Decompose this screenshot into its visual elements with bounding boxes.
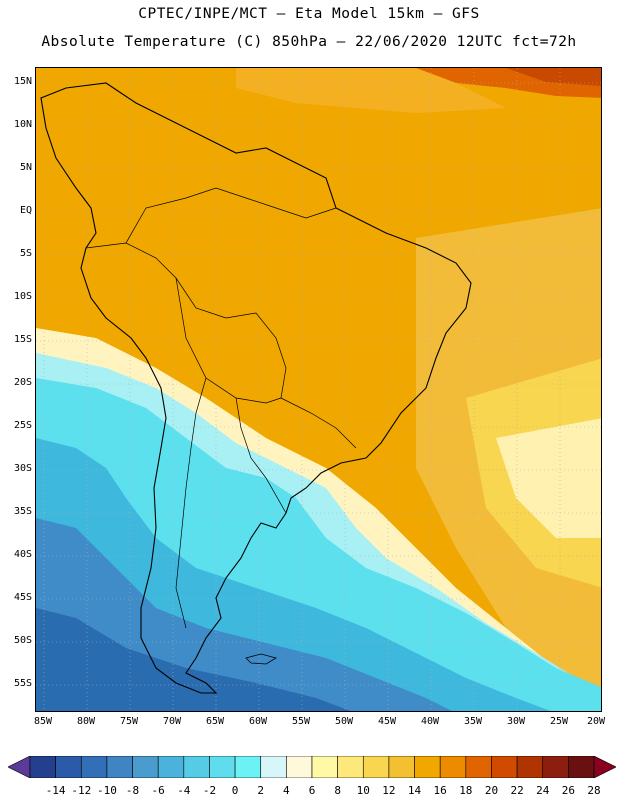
colorbar-swatch [286, 756, 313, 778]
lon-label-40w: 40W [420, 716, 440, 727]
lon-label-75w: 75W [119, 716, 139, 727]
colorbar-min-arrow [8, 756, 31, 778]
colorbar-tick-label: -14 [45, 784, 66, 797]
colorbar-tick-label: 14 [407, 784, 422, 797]
lon-label-50w: 50W [334, 716, 354, 727]
colorbar-swatch [55, 756, 82, 778]
colorbar-tick-label: 10 [356, 784, 370, 797]
colorbar-swatch [183, 756, 210, 778]
colorbar-swatch [516, 756, 544, 778]
lon-label-20w: 20W [586, 716, 606, 727]
lon-label-30w: 30W [506, 716, 526, 727]
colorbar-swatch [132, 756, 159, 778]
lat-label-35s: 35S [13, 506, 32, 517]
colorbar-tick-label: -8 [125, 784, 140, 797]
colorbar-swatch [260, 756, 287, 778]
colorbar-tick-label: 2 [257, 784, 265, 797]
lon-label-45w: 45W [377, 716, 397, 727]
colorbar-swatch [234, 756, 262, 778]
chart-title-line2: Absolute Temperature (C) 850hPa – 22/06/… [41, 34, 577, 50]
colorbar-swatch [157, 756, 185, 778]
colorbar-swatch [80, 756, 108, 778]
colorbar-tick-label: 12 [382, 784, 396, 797]
lat-label-15n: 15N [13, 76, 32, 87]
colorbar-tick-label: 8 [334, 784, 341, 797]
colorbar-tick-label: -6 [151, 784, 165, 797]
lat-label-10n: 10N [13, 119, 32, 130]
south-america-coastline [40, 82, 472, 694]
colorbar-tick-label: -4 [177, 784, 191, 797]
chart-title-line1: CPTEC/INPE/MCT – Eta Model 15km – GFS [138, 6, 480, 22]
colorbar-swatch [568, 756, 595, 778]
lat-label-5n: 5N [19, 162, 32, 173]
lat-label-40s: 40S [13, 549, 32, 560]
colorbar-tick-label: -2 [202, 784, 217, 797]
country-borders [85, 187, 357, 629]
colorbar-tick-label: 28 [587, 784, 601, 797]
field-north-band [236, 68, 506, 113]
map-svg [36, 68, 601, 711]
colorbar-swatch [491, 756, 518, 778]
lat-label-20s: 20S [13, 377, 32, 388]
field-hottest-ne [506, 68, 601, 86]
colorbar-tick-label: 6 [308, 784, 316, 797]
colorbar-tick-label: -10 [96, 784, 117, 797]
colorbar-swatch [106, 756, 133, 778]
colorbar-swatch [439, 756, 467, 778]
colorbar-tick-label: 16 [433, 784, 447, 797]
colorbar-swatch [465, 756, 492, 778]
colorbar-tick-label: 22 [510, 784, 524, 797]
colorbar-tick-label: 26 [561, 784, 575, 797]
lat-label-15s: 15S [13, 334, 32, 345]
colorbar-tick-label: -12 [71, 784, 92, 797]
lat-label-10s: 10S [13, 291, 32, 302]
colorbar-swatch [542, 756, 569, 778]
lon-label-60w: 60W [248, 716, 268, 727]
lat-label-25s: 25S [13, 420, 32, 431]
lat-label-5s: 5S [19, 248, 32, 259]
colorbar-swatch [337, 756, 364, 778]
temperature-map [35, 67, 602, 712]
colorbar-swatch [414, 756, 441, 778]
colorbar-swatch [311, 756, 338, 778]
colorbar-swatch [209, 756, 236, 778]
colorbar-swatch [29, 756, 56, 778]
lat-label-30s: 30S [13, 463, 32, 474]
lat-label-50s: 50S [13, 635, 32, 646]
field-pale-east [496, 418, 601, 538]
lon-label-35w: 35W [463, 716, 483, 727]
lon-label-80w: 80W [76, 716, 96, 727]
lon-label-65w: 65W [205, 716, 225, 727]
colorbar-swatch [388, 756, 415, 778]
field-deep-blue [36, 608, 351, 711]
colorbar-tick-label: 20 [484, 784, 499, 797]
colorbar [8, 756, 616, 778]
colorbar-tick-label: 0 [231, 784, 239, 797]
grid-lines [36, 68, 601, 711]
colorbar-tick-label: 24 [536, 784, 550, 797]
lon-label-25w: 25W [549, 716, 569, 727]
lon-label-70w: 70W [162, 716, 182, 727]
lat-label-eq: EQ [19, 205, 32, 216]
colorbar-max-arrow [593, 756, 616, 778]
lat-label-45s: 45S [13, 592, 32, 603]
lon-label-55w: 55W [291, 716, 311, 727]
falkland-islands [245, 653, 278, 665]
colorbar-swatch [362, 756, 390, 778]
colorbar-tick-label: 4 [283, 784, 290, 797]
colorbar-tick-label: 18 [459, 784, 473, 797]
lat-label-55s: 55S [13, 678, 32, 689]
lon-label-85w: 85W [33, 716, 53, 727]
